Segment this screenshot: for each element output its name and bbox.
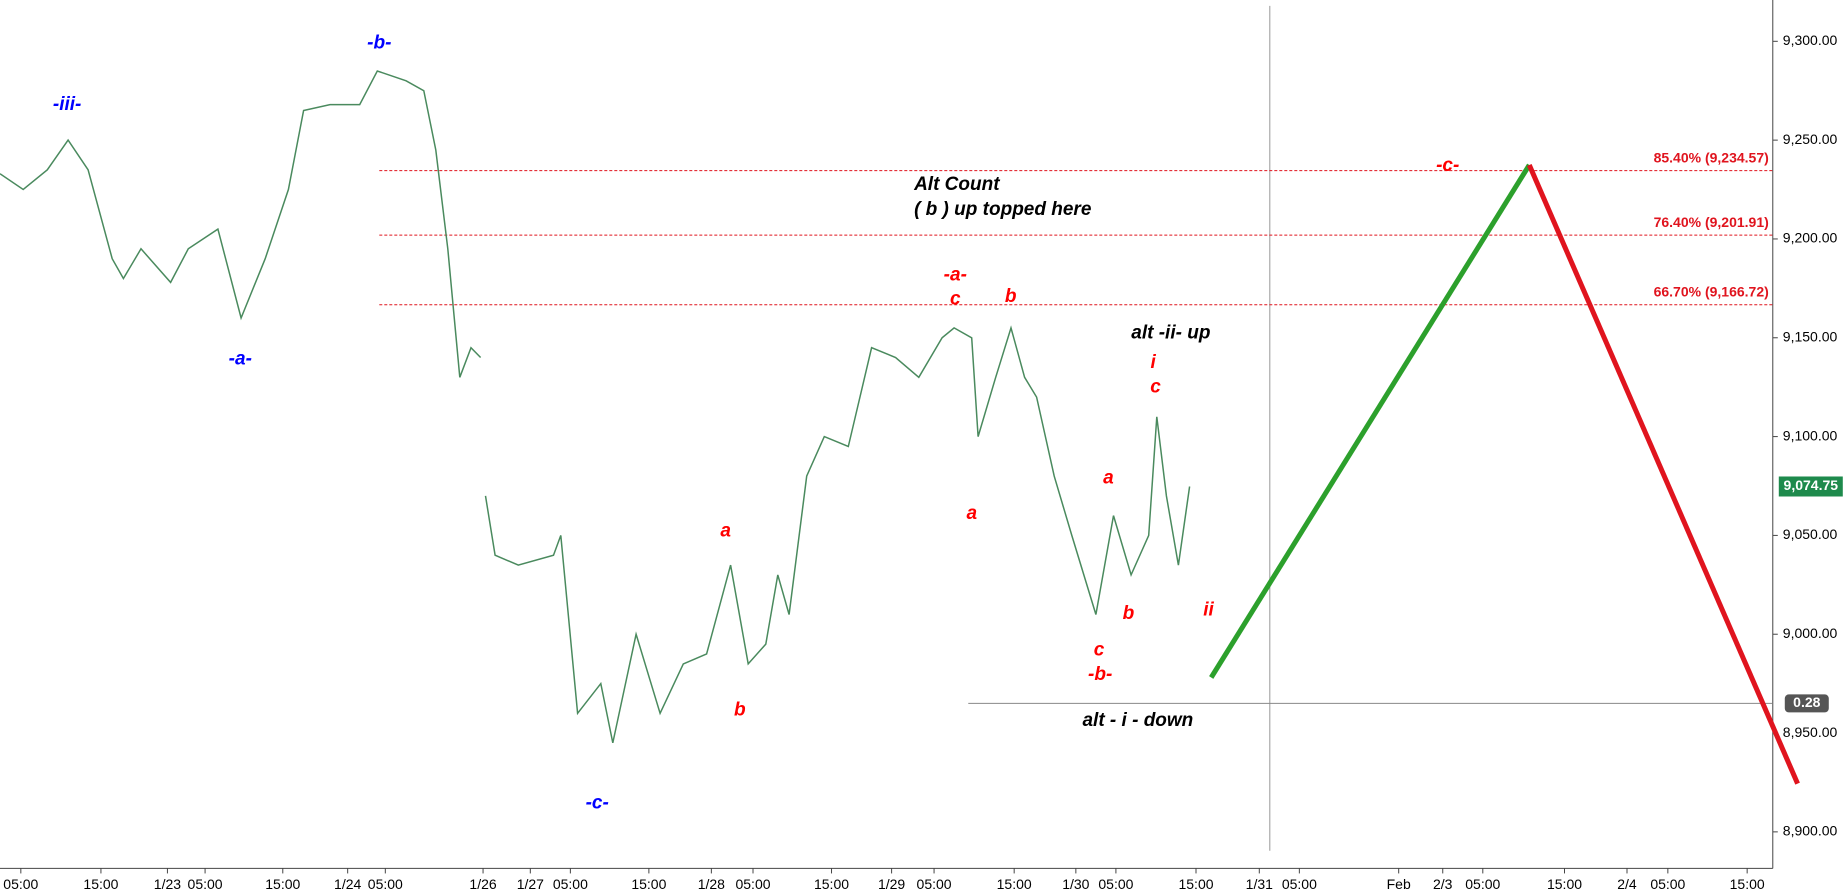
projection-line (1527, 164, 1800, 785)
x-tick-label: 1/26 (469, 876, 496, 892)
x-tick-label: 1/31 (1246, 876, 1273, 892)
wave-label: b (1005, 286, 1017, 307)
x-tick-label: 15:00 (265, 876, 300, 892)
wave-label: -c- (586, 793, 609, 814)
x-tick-label: 15:00 (814, 876, 849, 892)
x-tick-label: 05:00 (1465, 876, 1500, 892)
last-price-box (1778, 476, 1843, 497)
wave-label: b (734, 700, 746, 721)
x-tick-label: 15:00 (997, 876, 1032, 892)
wave-label: -b- (367, 33, 391, 54)
x-tick-label: 1/23 (154, 876, 181, 892)
wave-label: -b- (1088, 664, 1112, 685)
y-tick-label: 8,900.00 (1783, 823, 1838, 839)
wave-label: a (967, 503, 978, 524)
y-tick-label: 9,250.00 (1783, 131, 1838, 147)
x-tick-label: 05:00 (3, 876, 38, 892)
y-tick-label: 9,000.00 (1783, 625, 1838, 641)
fib-level-label: 66.70% (9,166.72) (1654, 283, 1769, 299)
x-tick-label: 15:00 (83, 876, 118, 892)
last-price-label: 9,074.75 (1784, 477, 1839, 493)
y-tick-label: 9,150.00 (1783, 328, 1838, 344)
wave-label: b (1123, 603, 1135, 624)
wave-label: -a- (944, 265, 967, 286)
wave-label: ( b ) up topped here (914, 199, 1092, 220)
cursor-box (1784, 694, 1829, 713)
y-tick-label: 8,950.00 (1783, 724, 1838, 740)
wave-label: alt - i - down (1082, 710, 1193, 731)
wave-label: c (1094, 639, 1105, 660)
y-tick-label: 9,300.00 (1783, 32, 1838, 48)
cursor-label: 0.28 (1793, 694, 1820, 710)
wave-label: c (950, 288, 961, 309)
x-tick-label: Feb (1387, 876, 1411, 892)
x-tick-label: 1/27 (517, 876, 544, 892)
x-tick-label: 15:00 (1547, 876, 1582, 892)
fib-level-label: 76.40% (9,201.91) (1654, 214, 1769, 230)
x-tick-label: 05:00 (368, 876, 403, 892)
x-tick-label: 05:00 (1098, 876, 1133, 892)
y-tick-label: 9,100.00 (1783, 427, 1838, 443)
wave-label: -c- (1436, 155, 1459, 176)
price-line (0, 70, 1191, 744)
wave-label: -iii- (53, 94, 82, 115)
x-tick-label: 1/28 (698, 876, 725, 892)
wave-label: alt -ii- up (1131, 322, 1210, 343)
y-tick-label: 9,050.00 (1783, 526, 1838, 542)
x-tick-label: 2/4 (1617, 876, 1637, 892)
x-tick-label: 05:00 (188, 876, 223, 892)
x-tick-label: 05:00 (917, 876, 952, 892)
fib-level-label: 85.40% (9,234.57) (1654, 149, 1769, 165)
wave-label: Alt Count (913, 174, 1000, 195)
y-tick-label: 9,200.00 (1783, 230, 1838, 246)
x-tick-label: 05:00 (1650, 876, 1685, 892)
wave-label: a (720, 520, 731, 541)
x-tick-label: 05:00 (1282, 876, 1317, 892)
x-tick-label: 15:00 (631, 876, 666, 892)
x-tick-label: 2/3 (1433, 876, 1453, 892)
wave-label: c (1150, 377, 1161, 398)
x-tick-label: 05:00 (735, 876, 770, 892)
x-tick-label: 15:00 (1730, 876, 1765, 892)
wave-label: ii (1203, 599, 1214, 620)
x-tick-label: 1/30 (1062, 876, 1089, 892)
x-tick-label: 15:00 (1178, 876, 1213, 892)
wave-label: a (1103, 467, 1114, 488)
wave-label: -a- (229, 348, 252, 369)
x-tick-label: 1/29 (878, 876, 905, 892)
x-tick-label: 05:00 (553, 876, 588, 892)
projection-line (1209, 163, 1532, 679)
x-tick-label: 1/24 (334, 876, 361, 892)
wave-label: i (1151, 352, 1157, 373)
